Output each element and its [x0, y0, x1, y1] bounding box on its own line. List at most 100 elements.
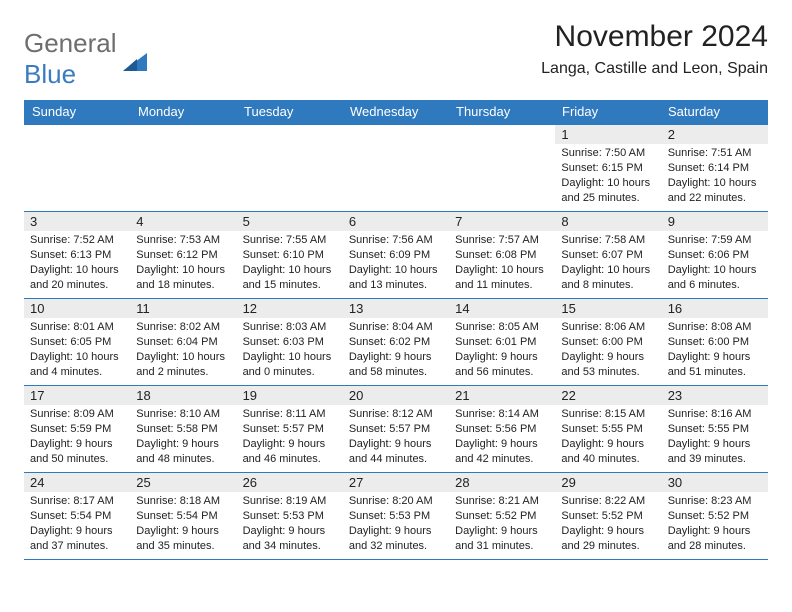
sunrise-text: Sunrise: 7:51 AM [668, 146, 762, 161]
sunset-text: Sunset: 5:53 PM [243, 509, 337, 524]
sunset-text: Sunset: 5:55 PM [561, 422, 655, 437]
day-number: 28 [449, 473, 555, 492]
sunset-text: Sunset: 6:07 PM [561, 248, 655, 263]
day-number: 6 [343, 212, 449, 231]
sunrise-text: Sunrise: 8:14 AM [455, 407, 549, 422]
daylight-text: Daylight: 10 hours and 15 minutes. [243, 263, 337, 293]
day-info: Sunrise: 8:16 AMSunset: 5:55 PMDaylight:… [662, 405, 768, 470]
weekday-header: Tuesday [238, 100, 344, 124]
sunset-text: Sunset: 5:52 PM [455, 509, 549, 524]
day-cell: 12Sunrise: 8:03 AMSunset: 6:03 PMDayligh… [237, 299, 343, 385]
logo-text: General Blue [24, 28, 117, 90]
sunrise-text: Sunrise: 8:02 AM [136, 320, 230, 335]
day-info: Sunrise: 7:50 AMSunset: 6:15 PMDaylight:… [555, 144, 661, 209]
sunrise-text: Sunrise: 8:18 AM [136, 494, 230, 509]
day-cell: 21Sunrise: 8:14 AMSunset: 5:56 PMDayligh… [449, 386, 555, 472]
week-row: 10Sunrise: 8:01 AMSunset: 6:05 PMDayligh… [24, 298, 768, 385]
sunrise-text: Sunrise: 8:03 AM [243, 320, 337, 335]
sunset-text: Sunset: 6:06 PM [668, 248, 762, 263]
sunrise-text: Sunrise: 7:58 AM [561, 233, 655, 248]
sunrise-text: Sunrise: 8:16 AM [668, 407, 762, 422]
day-info: Sunrise: 8:14 AMSunset: 5:56 PMDaylight:… [449, 405, 555, 470]
day-info: Sunrise: 8:02 AMSunset: 6:04 PMDaylight:… [130, 318, 236, 383]
week-row: 3Sunrise: 7:52 AMSunset: 6:13 PMDaylight… [24, 211, 768, 298]
day-number: 24 [24, 473, 130, 492]
day-number: 8 [555, 212, 661, 231]
day-number: 13 [343, 299, 449, 318]
location: Langa, Castille and Leon, Spain [541, 60, 768, 78]
sunrise-text: Sunrise: 7:55 AM [243, 233, 337, 248]
day-number: 18 [130, 386, 236, 405]
sunset-text: Sunset: 6:02 PM [349, 335, 443, 350]
day-number: 19 [237, 386, 343, 405]
sunrise-text: Sunrise: 8:05 AM [455, 320, 549, 335]
day-number: 14 [449, 299, 555, 318]
day-info: Sunrise: 8:11 AMSunset: 5:57 PMDaylight:… [237, 405, 343, 470]
day-cell [449, 125, 555, 211]
daylight-text: Daylight: 9 hours and 58 minutes. [349, 350, 443, 380]
sunrise-text: Sunrise: 8:08 AM [668, 320, 762, 335]
daylight-text: Daylight: 9 hours and 51 minutes. [668, 350, 762, 380]
sunset-text: Sunset: 6:05 PM [30, 335, 124, 350]
day-info: Sunrise: 8:01 AMSunset: 6:05 PMDaylight:… [24, 318, 130, 383]
day-cell: 30Sunrise: 8:23 AMSunset: 5:52 PMDayligh… [662, 473, 768, 559]
daylight-text: Daylight: 9 hours and 48 minutes. [136, 437, 230, 467]
sunrise-text: Sunrise: 7:56 AM [349, 233, 443, 248]
day-number: 16 [662, 299, 768, 318]
daylight-text: Daylight: 10 hours and 6 minutes. [668, 263, 762, 293]
sunset-text: Sunset: 6:15 PM [561, 161, 655, 176]
daylight-text: Daylight: 9 hours and 50 minutes. [30, 437, 124, 467]
day-cell [130, 125, 236, 211]
daylight-text: Daylight: 10 hours and 4 minutes. [30, 350, 124, 380]
day-number: 3 [24, 212, 130, 231]
daylight-text: Daylight: 10 hours and 18 minutes. [136, 263, 230, 293]
daylight-text: Daylight: 9 hours and 29 minutes. [561, 524, 655, 554]
day-info: Sunrise: 7:58 AMSunset: 6:07 PMDaylight:… [555, 231, 661, 296]
day-info: Sunrise: 8:12 AMSunset: 5:57 PMDaylight:… [343, 405, 449, 470]
sunrise-text: Sunrise: 7:53 AM [136, 233, 230, 248]
sunrise-text: Sunrise: 8:01 AM [30, 320, 124, 335]
day-cell: 2Sunrise: 7:51 AMSunset: 6:14 PMDaylight… [662, 125, 768, 211]
month-title: November 2024 [541, 20, 768, 54]
day-cell [24, 125, 130, 211]
sunrise-text: Sunrise: 8:20 AM [349, 494, 443, 509]
day-number: 20 [343, 386, 449, 405]
day-cell: 8Sunrise: 7:58 AMSunset: 6:07 PMDaylight… [555, 212, 661, 298]
daylight-text: Daylight: 10 hours and 20 minutes. [30, 263, 124, 293]
day-info: Sunrise: 8:20 AMSunset: 5:53 PMDaylight:… [343, 492, 449, 557]
sunrise-text: Sunrise: 8:04 AM [349, 320, 443, 335]
sunrise-text: Sunrise: 7:59 AM [668, 233, 762, 248]
day-cell [343, 125, 449, 211]
daylight-text: Daylight: 9 hours and 37 minutes. [30, 524, 124, 554]
sunrise-text: Sunrise: 8:10 AM [136, 407, 230, 422]
sunset-text: Sunset: 6:00 PM [668, 335, 762, 350]
day-number: 11 [130, 299, 236, 318]
day-info: Sunrise: 7:59 AMSunset: 6:06 PMDaylight:… [662, 231, 768, 296]
sunset-text: Sunset: 6:14 PM [668, 161, 762, 176]
day-info: Sunrise: 8:18 AMSunset: 5:54 PMDaylight:… [130, 492, 236, 557]
day-info: Sunrise: 8:04 AMSunset: 6:02 PMDaylight:… [343, 318, 449, 383]
daylight-text: Daylight: 9 hours and 46 minutes. [243, 437, 337, 467]
day-info: Sunrise: 7:56 AMSunset: 6:09 PMDaylight:… [343, 231, 449, 296]
day-number: 7 [449, 212, 555, 231]
logo-sail-icon [121, 49, 149, 73]
sunrise-text: Sunrise: 7:52 AM [30, 233, 124, 248]
sunrise-text: Sunrise: 7:57 AM [455, 233, 549, 248]
day-number: 4 [130, 212, 236, 231]
day-number: 25 [130, 473, 236, 492]
weekday-header-row: Sunday Monday Tuesday Wednesday Thursday… [24, 100, 768, 124]
sunset-text: Sunset: 5:58 PM [136, 422, 230, 437]
sunset-text: Sunset: 5:55 PM [668, 422, 762, 437]
day-cell: 1Sunrise: 7:50 AMSunset: 6:15 PMDaylight… [555, 125, 661, 211]
calendar-bottom-rule [24, 559, 768, 560]
sunset-text: Sunset: 5:57 PM [243, 422, 337, 437]
calendar: Sunday Monday Tuesday Wednesday Thursday… [24, 100, 768, 560]
daylight-text: Daylight: 9 hours and 42 minutes. [455, 437, 549, 467]
day-number: 26 [237, 473, 343, 492]
daylight-text: Daylight: 9 hours and 31 minutes. [455, 524, 549, 554]
day-cell: 7Sunrise: 7:57 AMSunset: 6:08 PMDaylight… [449, 212, 555, 298]
daylight-text: Daylight: 10 hours and 25 minutes. [561, 176, 655, 206]
day-cell: 17Sunrise: 8:09 AMSunset: 5:59 PMDayligh… [24, 386, 130, 472]
day-cell: 19Sunrise: 8:11 AMSunset: 5:57 PMDayligh… [237, 386, 343, 472]
day-info: Sunrise: 7:52 AMSunset: 6:13 PMDaylight:… [24, 231, 130, 296]
